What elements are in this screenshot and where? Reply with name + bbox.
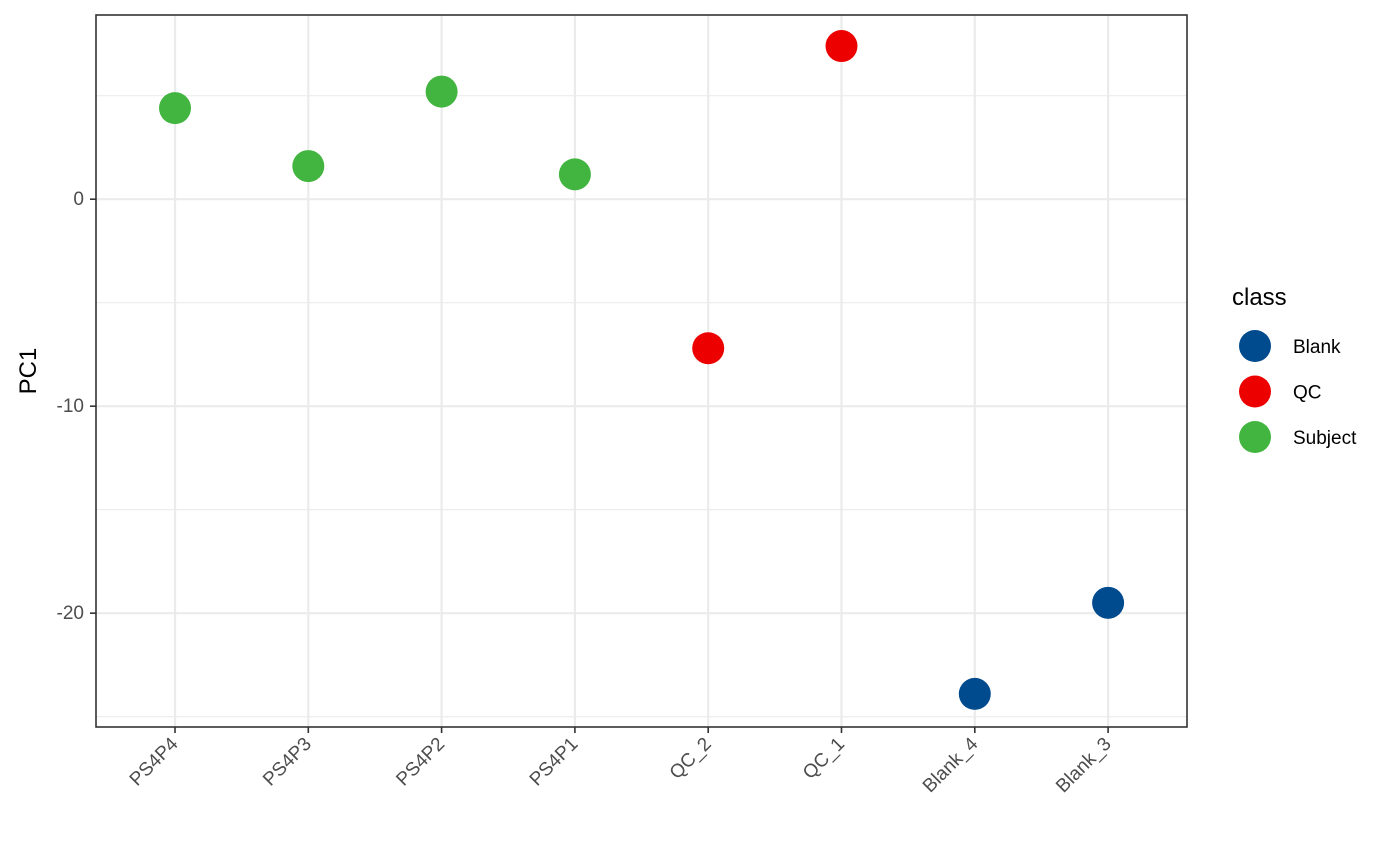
data-point-ps4p3 <box>292 150 325 183</box>
data-point-ps4p2 <box>425 75 458 108</box>
grid-layer <box>96 15 1187 727</box>
data-point-qc-1 <box>825 30 858 63</box>
data-point-ps4p4 <box>159 92 191 125</box>
y-tick-label: -20 <box>57 603 84 624</box>
panel-border <box>95 14 1188 728</box>
data-point-ps4p1 <box>558 158 591 191</box>
legend-label-qc: QC <box>1293 383 1322 404</box>
legend-key-blank <box>1239 330 1271 362</box>
y-axis: 0 -10 -20 <box>57 189 96 624</box>
x-tick-label: PS4P2 <box>392 734 449 791</box>
points-layer <box>159 30 1125 710</box>
legend-key-subject <box>1239 421 1271 453</box>
x-tick-label: QC_1 <box>799 734 849 784</box>
y-axis-title: PC1 <box>15 348 42 395</box>
y-tick-label: -10 <box>57 396 84 417</box>
x-tick-label: PS4P3 <box>259 734 316 791</box>
data-point-blank-4 <box>958 677 991 710</box>
x-axis: PS4P4 PS4P3 PS4P2 PS4P1 QC_2 QC_1 Blank_4 Blank… <box>126 727 1116 797</box>
legend-key-qc <box>1239 375 1271 408</box>
x-tick-label: PS4P1 <box>526 734 583 791</box>
data-point-blank-3 <box>1092 586 1125 619</box>
legend-title: class <box>1232 284 1287 311</box>
y-tick-label: 0 <box>73 189 84 210</box>
x-tick-label: Blank_3 <box>1052 734 1115 797</box>
legend: class Blank QC Subject <box>1232 284 1357 453</box>
data-point-qc-2 <box>692 332 725 365</box>
x-tick-label: Blank_4 <box>919 733 983 797</box>
legend-label-blank: Blank <box>1293 337 1341 358</box>
x-tick-label: PS4P4 <box>126 733 183 790</box>
x-tick-label: QC_2 <box>666 734 716 784</box>
panel-border-layer <box>95 14 1188 728</box>
legend-label-subject: Subject <box>1293 428 1357 449</box>
